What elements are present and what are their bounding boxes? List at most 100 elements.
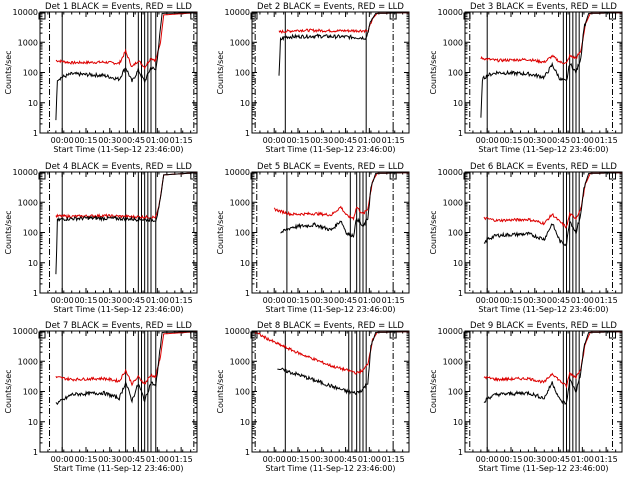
y-tick-label: 10000	[438, 327, 463, 336]
x-tick-label: 00:30	[523, 136, 546, 145]
event-rate-line	[483, 331, 622, 405]
plot-frame	[251, 11, 410, 134]
y-tick-label: 100	[448, 229, 463, 238]
y-tick-label: 10	[28, 99, 38, 108]
y-axis-label: Counts/sec	[216, 210, 225, 254]
plot-frame	[464, 330, 623, 453]
y-tick-label: 1000	[18, 38, 38, 47]
x-tick-label: 00:15	[286, 455, 309, 464]
y-tick-label: 100	[448, 388, 463, 397]
y-tick-label: 10	[453, 418, 463, 427]
panel-title: Det 6 BLACK = Events, RED = LLD	[470, 162, 617, 172]
y-tick-label: 10	[453, 259, 463, 268]
x-tick-label: 01:15	[170, 296, 193, 305]
lld-rate-line	[278, 12, 409, 34]
x-axis-label: Start Time (11-Sep-12 23:46:00)	[478, 464, 608, 473]
x-tick-label: 01:15	[595, 455, 618, 464]
y-tick-label: 10	[453, 99, 463, 108]
x-tick-label: 00:45	[334, 296, 357, 305]
plot-area	[49, 172, 197, 293]
x-tick-label: 00:30	[310, 296, 333, 305]
panel-title: Det 3 BLACK = Events, RED = LLD	[470, 2, 617, 12]
x-axis-label: Start Time (11-Sep-12 23:46:00)	[265, 464, 395, 473]
lld-rate-line	[483, 331, 622, 389]
x-tick-label: 00:30	[523, 455, 546, 464]
panel-title: Det 2 BLACK = Events, RED = LLD	[257, 2, 404, 12]
x-tick-label: 00:15	[499, 455, 522, 464]
event-rate-line	[278, 12, 409, 76]
y-axis-label: Counts/sec	[4, 369, 13, 413]
x-tick-label: 00:15	[74, 455, 97, 464]
x-tick-label: 00:00	[263, 455, 286, 464]
x-tick-label: 00:45	[122, 455, 145, 464]
panel-title: Det 5 BLACK = Events, RED = LLD	[257, 162, 404, 172]
y-tick-label: 1000	[230, 38, 250, 47]
panel-9: Det 9 BLACK = Events, RED = LLD 1 10 100 100…	[429, 321, 623, 473]
x-axis-label: Start Time (11-Sep-12 23:46:00)	[265, 145, 395, 154]
panel-title: Det 1 BLACK = Events, RED = LLD	[45, 2, 192, 12]
x-tick-label: 00:30	[98, 136, 121, 145]
y-tick-label: 1	[458, 448, 463, 457]
x-axis-label: Start Time (11-Sep-12 23:46:00)	[53, 145, 183, 154]
panel-5: Det 5 BLACK = Events, RED = LLD 1 10 100 100…	[216, 162, 410, 314]
x-tick-label: 01:15	[382, 296, 405, 305]
event-rate-line	[55, 331, 197, 406]
lld-rate-line	[254, 331, 409, 375]
corner-marker	[389, 12, 397, 20]
y-axis-label: Counts/sec	[429, 210, 438, 254]
corner-marker	[608, 12, 616, 20]
x-tick-label: 01:00	[358, 455, 381, 464]
y-tick-label: 10	[240, 418, 250, 427]
y-tick-label: 100	[23, 69, 38, 78]
plot-area	[256, 172, 409, 293]
plot-area	[469, 172, 622, 293]
corner-marker	[608, 331, 616, 339]
y-tick-label: 1	[33, 448, 38, 457]
x-tick-label: 01:00	[146, 136, 169, 145]
y-tick-label: 100	[23, 229, 38, 238]
y-tick-label: 1000	[443, 38, 463, 47]
y-tick-label: 1	[33, 289, 38, 298]
corner-marker	[463, 12, 471, 20]
corner-marker	[250, 172, 258, 180]
plot-frame	[251, 330, 410, 453]
corner-marker	[38, 12, 46, 20]
event-rate-line	[277, 331, 409, 396]
x-tick-label: 01:00	[146, 296, 169, 305]
plot-area	[254, 331, 409, 452]
y-axis-label: Counts/sec	[216, 50, 225, 94]
y-tick-label: 1	[458, 289, 463, 298]
x-tick-label: 01:00	[571, 455, 594, 464]
y-tick-label: 100	[235, 69, 250, 78]
y-tick-label: 10000	[225, 8, 250, 17]
lld-rate-line	[55, 172, 197, 220]
x-tick-label: 01:00	[358, 296, 381, 305]
x-axis-label: Start Time (11-Sep-12 23:46:00)	[53, 305, 183, 314]
lld-rate-line	[480, 12, 622, 65]
corner-marker	[250, 331, 258, 339]
plot-area	[49, 331, 197, 452]
x-tick-label: 00:15	[499, 136, 522, 145]
y-tick-label: 10000	[13, 168, 38, 177]
x-tick-label: 00:45	[547, 136, 570, 145]
y-tick-label: 10000	[225, 327, 250, 336]
panel-7: Det 7 BLACK = Events, RED = LLD 1 10 100 100…	[4, 321, 198, 473]
y-tick-label: 1	[245, 129, 250, 138]
corner-marker	[38, 331, 46, 339]
lld-rate-line	[55, 12, 197, 70]
x-tick-label: 00:00	[51, 296, 74, 305]
y-tick-label: 10000	[13, 327, 38, 336]
panel-title: Det 9 BLACK = Events, RED = LLD	[470, 321, 617, 331]
panel-1: Det 1 BLACK = Events, RED = LLD 1 10 100 100…	[4, 2, 198, 154]
x-axis-label: Start Time (11-Sep-12 23:46:00)	[53, 464, 183, 473]
x-tick-label: 00:15	[286, 136, 309, 145]
x-axis-label: Start Time (11-Sep-12 23:46:00)	[265, 305, 395, 314]
y-tick-label: 1000	[18, 198, 38, 207]
x-tick-label: 01:15	[382, 136, 405, 145]
y-tick-label: 1	[458, 129, 463, 138]
x-tick-label: 00:15	[499, 296, 522, 305]
corner-marker	[608, 172, 616, 180]
x-tick-label: 00:00	[263, 136, 286, 145]
x-axis-label: Start Time (11-Sep-12 23:46:00)	[478, 145, 608, 154]
